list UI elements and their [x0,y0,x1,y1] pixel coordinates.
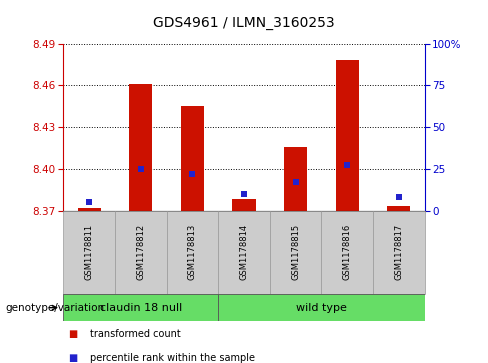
Point [137,166,145,172]
Bar [387,207,410,211]
Bar [232,199,256,211]
Text: GDS4961 / ILMN_3160253: GDS4961 / ILMN_3160253 [153,16,335,30]
Text: claudin 18 null: claudin 18 null [100,303,182,313]
Bar [63,211,115,294]
Bar [78,208,101,211]
Text: wild type: wild type [296,303,347,313]
Point [85,199,93,205]
Bar [129,84,152,211]
Bar [218,211,270,294]
Bar [63,294,218,321]
Text: GSM1178813: GSM1178813 [188,224,197,280]
Point [395,194,403,200]
Bar [166,211,218,294]
Bar [115,211,166,294]
Text: ■: ■ [68,329,78,339]
Bar [284,147,307,211]
Text: GSM1178816: GSM1178816 [343,224,352,280]
Point [240,191,248,197]
Bar [181,106,204,211]
Text: genotype/variation: genotype/variation [5,303,104,313]
Bar [373,211,425,294]
Text: GSM1178811: GSM1178811 [85,224,94,280]
Text: GSM1178817: GSM1178817 [394,224,403,280]
Bar [336,60,359,211]
Point [343,163,351,168]
Bar [218,294,425,321]
Text: GSM1178812: GSM1178812 [136,224,145,280]
Point [292,179,300,185]
Text: GSM1178815: GSM1178815 [291,224,300,280]
Bar [270,211,322,294]
Bar [322,211,373,294]
Text: percentile rank within the sample: percentile rank within the sample [90,352,255,363]
Text: ■: ■ [68,352,78,363]
Point [188,171,196,177]
Text: GSM1178814: GSM1178814 [240,224,248,280]
Text: transformed count: transformed count [90,329,181,339]
